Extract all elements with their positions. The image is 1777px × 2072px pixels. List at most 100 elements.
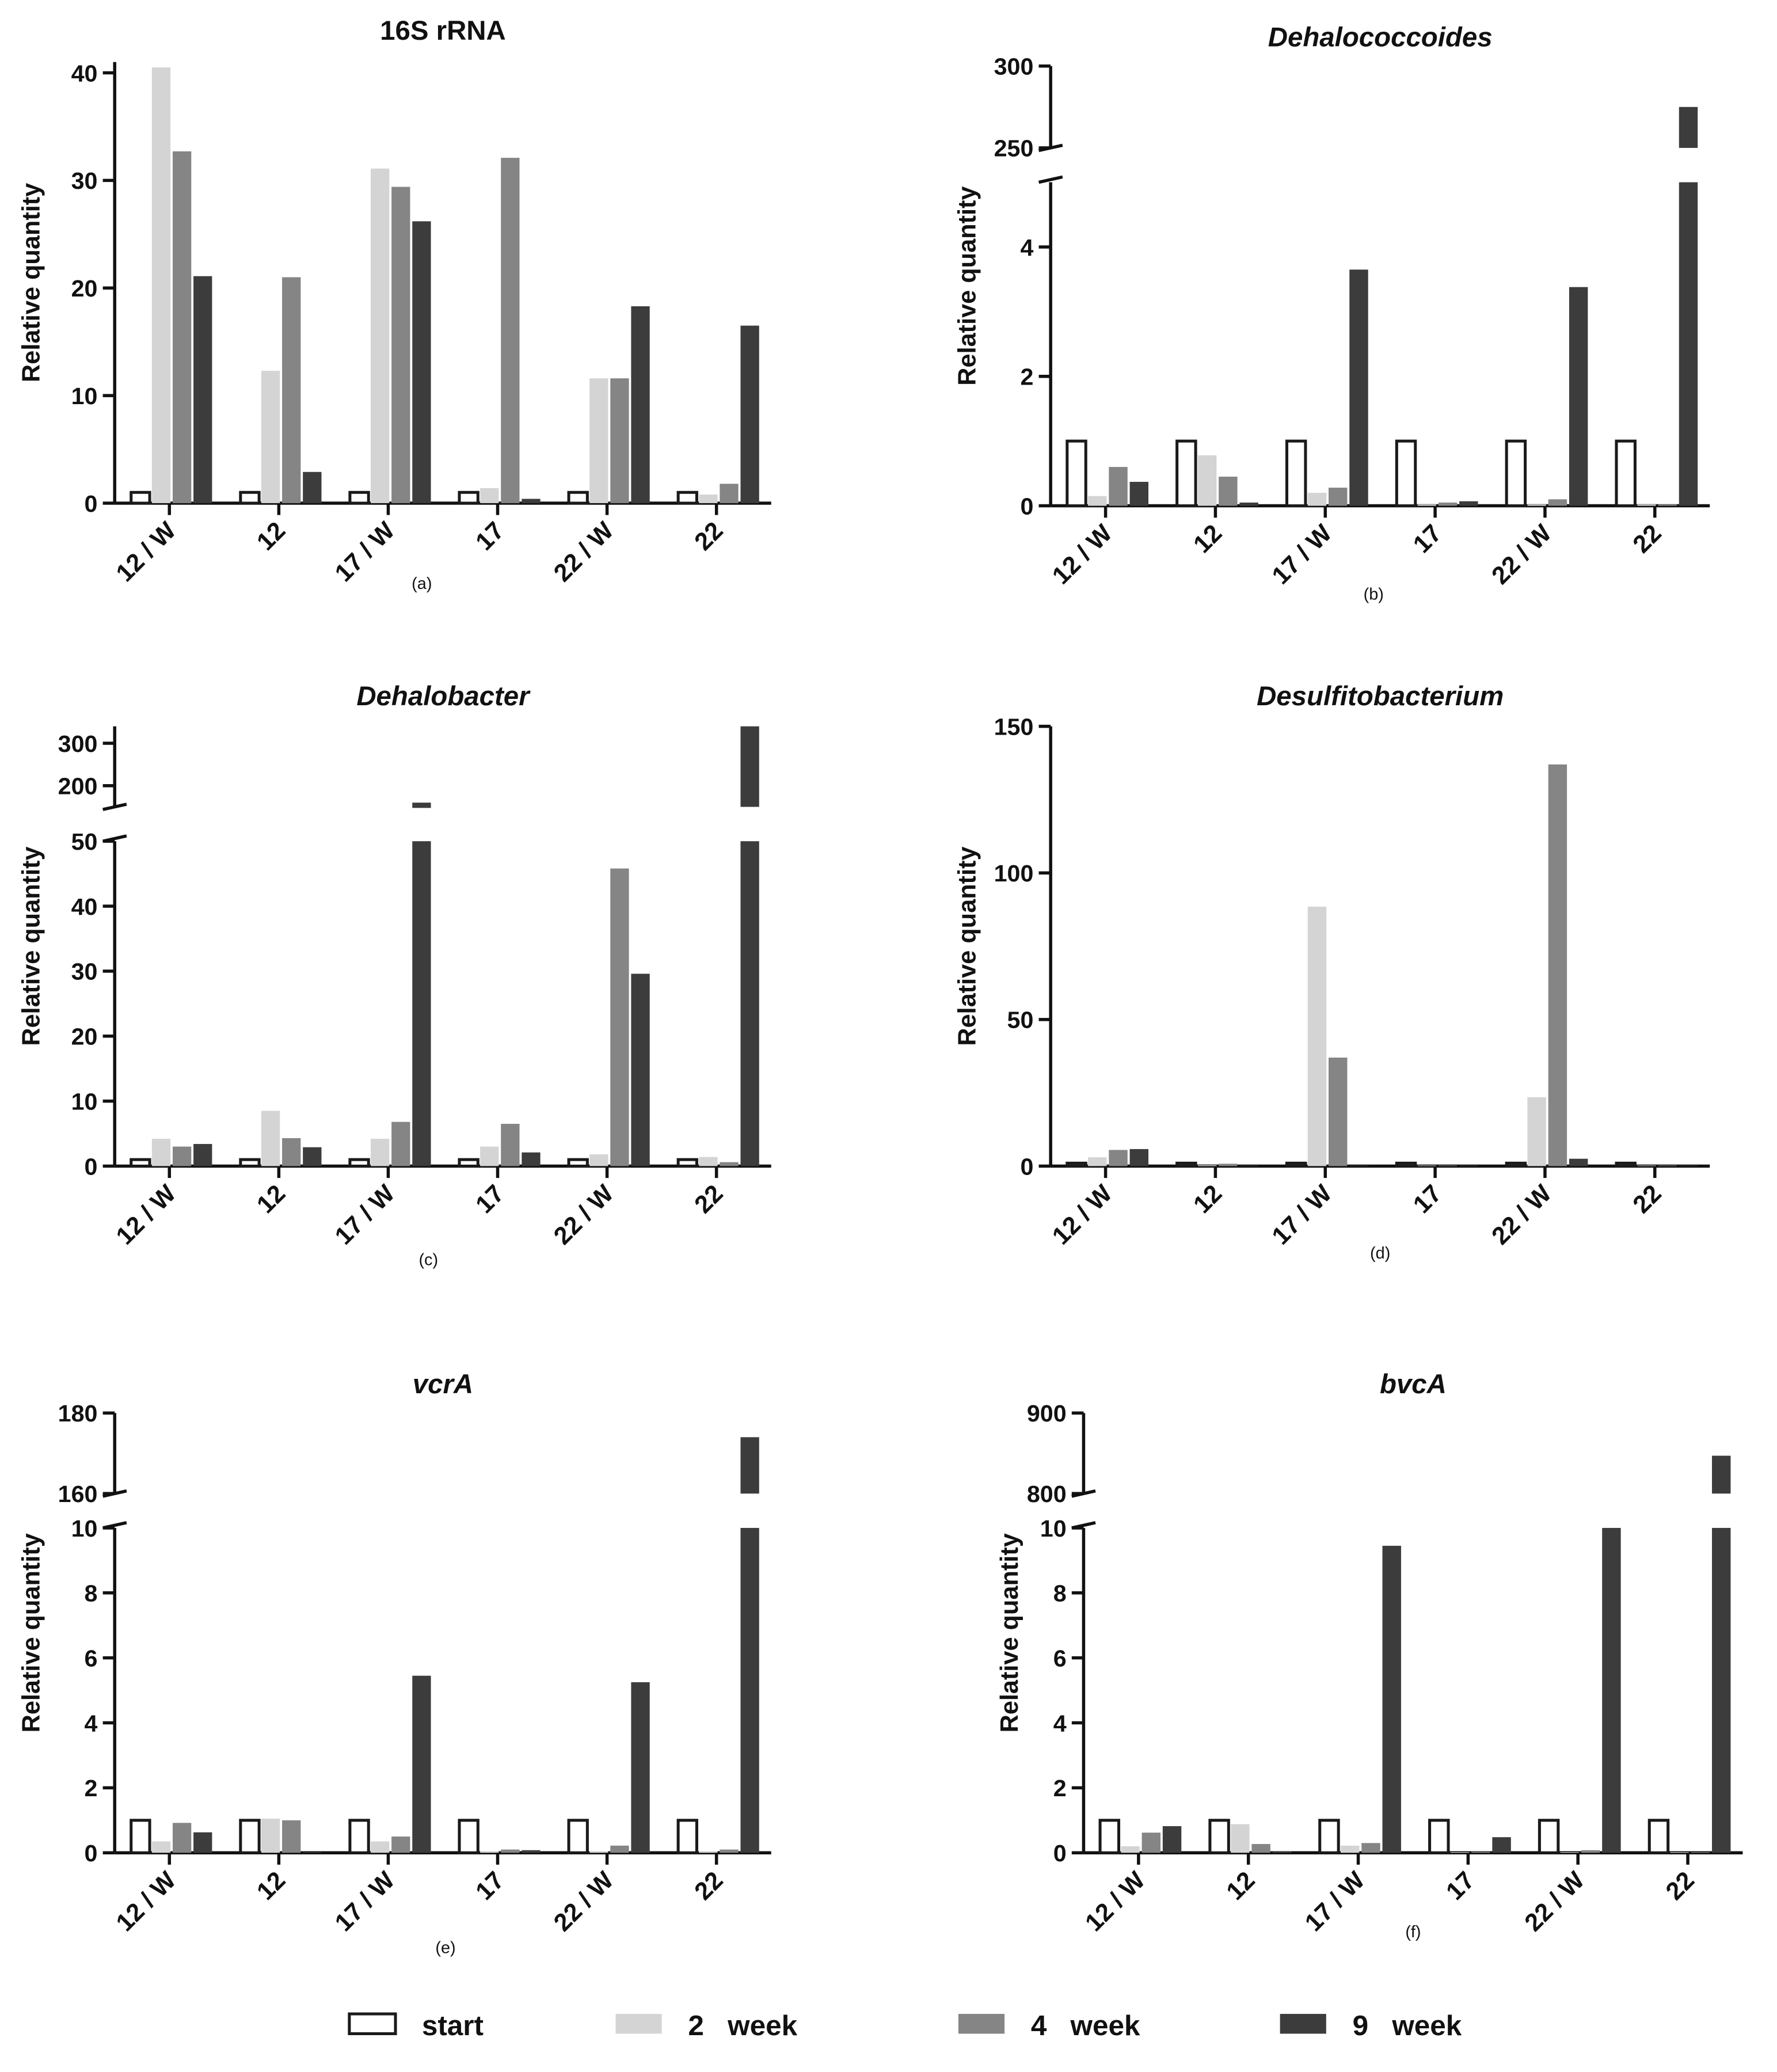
- bar-9-week-2: [1349, 269, 1368, 506]
- bar-4-week-3: [501, 158, 520, 503]
- y-axis-label: Relative quantity: [18, 183, 45, 382]
- y-tick-label: 250: [994, 135, 1034, 162]
- bar-9-week-1: [1272, 1851, 1292, 1853]
- y-tick-label: 900: [1027, 1400, 1067, 1427]
- y-axis-label: Relative quantity: [954, 187, 981, 386]
- legend-label-w2: 2 week: [688, 2010, 797, 2041]
- y-tick-label: 8: [1053, 1580, 1067, 1607]
- y-tick-label: 180: [58, 1400, 98, 1427]
- bar-4-week-1: [1219, 476, 1238, 506]
- bar-4-week-1: [282, 1820, 301, 1853]
- y-tick-label: 6: [85, 1645, 98, 1671]
- bar-start-4: [1505, 1161, 1527, 1168]
- bar-start-5: [676, 1819, 698, 1854]
- bar-9-week-4: [1569, 1158, 1588, 1166]
- bar-4-week-2: [1328, 1058, 1348, 1166]
- chart-title: Dehalobacter: [356, 681, 531, 712]
- y-tick-label: 100: [994, 860, 1034, 887]
- y-tick-label: 2: [1020, 364, 1033, 390]
- bar-9-week-5-lower: [1712, 1527, 1731, 1853]
- bar-2-week-1: [261, 1818, 280, 1853]
- bar-2-week-2: [371, 168, 390, 503]
- bar-9-week-3: [1459, 501, 1478, 506]
- bar-9-week-0: [1129, 1149, 1149, 1166]
- bar-9-week-2: [412, 1675, 431, 1853]
- bar-9-week-3: [1492, 1837, 1511, 1853]
- bar-9-week-5-upper: [740, 726, 759, 807]
- panel-caption: (d): [1370, 1244, 1390, 1263]
- y-tick-label: 50: [1007, 1007, 1034, 1033]
- legend-swatch-w9: [1280, 2014, 1326, 2034]
- bar-2-week-0: [1121, 1846, 1140, 1853]
- bar-start-5: [1615, 439, 1637, 508]
- bar-9-week-4: [631, 1682, 650, 1853]
- bar-start-2: [1318, 1819, 1340, 1854]
- bar-9-week-0: [1162, 1826, 1182, 1853]
- y-tick-label: 200: [58, 773, 98, 800]
- panel-caption: (f): [1405, 1923, 1421, 1941]
- bar-4-week-0: [172, 1146, 192, 1166]
- legend-swatch-w4: [958, 2014, 1005, 2034]
- bar-2-week-1: [1197, 455, 1217, 506]
- bar-2-week-3: [480, 1146, 499, 1166]
- bar-9-week-3: [522, 1152, 541, 1166]
- bar-start-3: [1428, 1819, 1450, 1854]
- bar-start-4: [1505, 439, 1527, 508]
- bar-start-5: [1647, 1819, 1670, 1854]
- chart-title: Dehalococcoides: [1268, 22, 1493, 52]
- y-tick-label: 20: [71, 275, 98, 302]
- bar-4-week-1: [282, 1138, 301, 1166]
- bar-4-week-4: [1548, 499, 1567, 506]
- y-tick-label: 300: [994, 54, 1034, 80]
- bar-9-week-1: [1239, 502, 1258, 506]
- bar-2-week-5: [1637, 504, 1656, 506]
- bar-9-week-5-upper: [1679, 107, 1698, 148]
- bar-9-week-5-lower: [740, 841, 759, 1166]
- bar-4-week-3: [1471, 1852, 1490, 1853]
- bar-9-week-2: [412, 221, 431, 503]
- y-tick-label: 6: [1053, 1645, 1067, 1671]
- bar-start-2: [348, 1819, 370, 1854]
- bar-start-3: [458, 491, 480, 505]
- bar-9-week-2-lower: [412, 841, 431, 1166]
- bar-9-week-1: [1239, 1165, 1258, 1166]
- bar-9-week-2: [1349, 1165, 1368, 1166]
- bar-4-week-4: [1581, 1850, 1600, 1853]
- bar-4-week-3: [1438, 502, 1458, 506]
- legend-label-w9: 9 week: [1353, 2010, 1462, 2041]
- legend-swatch-w2: [615, 2014, 662, 2034]
- bar-4-week-2: [391, 1837, 410, 1853]
- chart-title: vcrA: [413, 1369, 473, 1400]
- y-tick-label: 30: [71, 168, 98, 194]
- bar-start-3: [1395, 439, 1417, 508]
- bar-start-3: [458, 1819, 480, 1854]
- bar-4-week-5: [720, 484, 739, 503]
- legend-label-w4: 4 week: [1031, 2010, 1140, 2041]
- bar-2-week-3: [480, 1851, 499, 1853]
- y-tick-label: 0: [85, 1153, 98, 1180]
- bar-9-week-3: [1459, 1165, 1478, 1166]
- bar-9-week-2-upper: [412, 803, 431, 808]
- bar-9-week-0: [1129, 481, 1149, 506]
- y-tick-label: 150: [994, 713, 1034, 740]
- panel-caption: (a): [412, 575, 432, 593]
- y-tick-label: 4: [85, 1710, 98, 1736]
- bar-start-0: [1066, 1161, 1087, 1168]
- bar-4-week-1: [1219, 1164, 1238, 1166]
- bar-start-1: [239, 491, 261, 505]
- bar-2-week-5: [699, 494, 718, 503]
- bar-start-0: [1066, 439, 1087, 508]
- y-tick-label: 40: [71, 60, 98, 86]
- bar-start-2: [1285, 439, 1307, 508]
- y-tick-label: 2: [85, 1775, 98, 1801]
- legend: start 2 week 4 week 9 week: [348, 2010, 1462, 2041]
- bar-2-week-3: [1450, 1852, 1470, 1853]
- bar-4-week-2: [1328, 488, 1348, 506]
- bar-2-week-4: [589, 1851, 608, 1853]
- bar-start-3: [458, 1158, 480, 1168]
- bar-4-week-3: [1438, 1165, 1458, 1166]
- bar-start-1: [1208, 1819, 1230, 1854]
- bar-2-week-0: [151, 67, 171, 503]
- bar-2-week-3: [480, 488, 499, 503]
- bar-4-week-4: [610, 868, 629, 1166]
